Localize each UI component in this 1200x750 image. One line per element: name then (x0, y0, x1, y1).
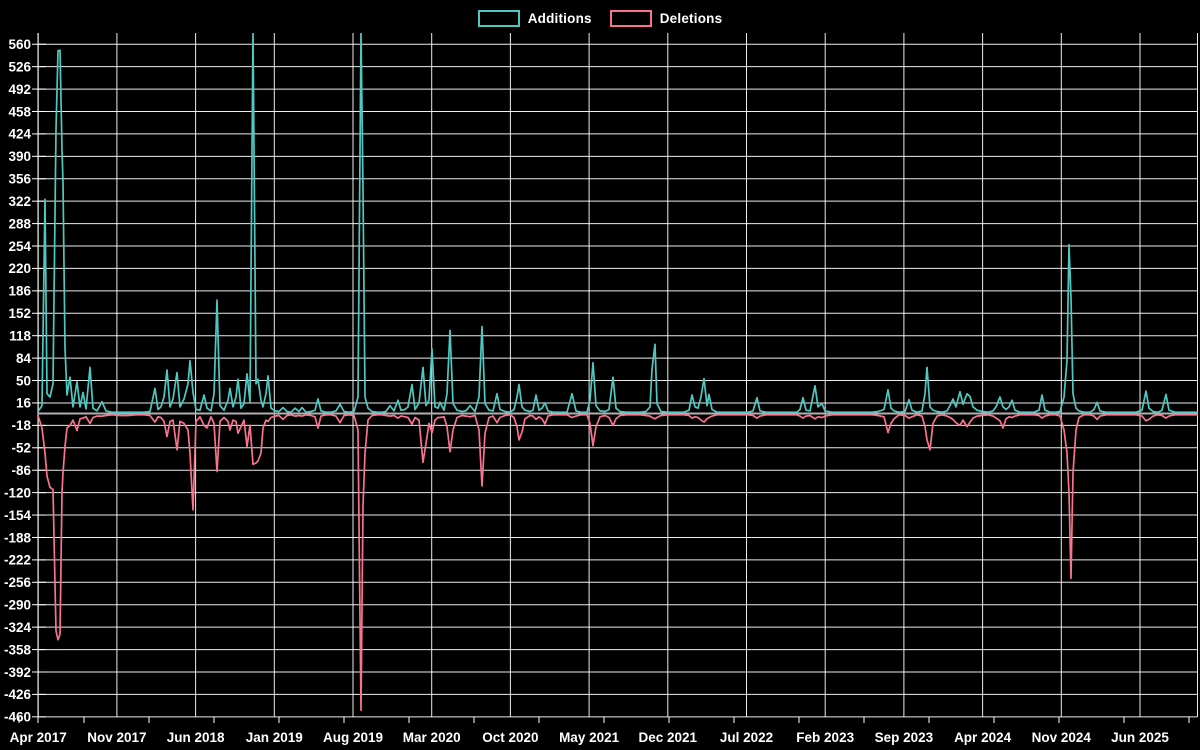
svg-text:-188: -188 (4, 530, 32, 545)
svg-text:May 2021: May 2021 (559, 730, 620, 745)
axes (18, 33, 1190, 723)
legend-label-additions: Additions (527, 10, 592, 26)
legend-item-deletions[interactable]: Deletions (609, 9, 723, 27)
svg-text:-358: -358 (4, 642, 32, 657)
deletions-swatch-icon (609, 9, 652, 27)
svg-text:Feb 2023: Feb 2023 (796, 730, 854, 745)
additions-swatch-icon (477, 9, 520, 27)
svg-text:322: 322 (8, 194, 31, 209)
legend-label-deletions: Deletions (659, 10, 723, 26)
svg-text:Jan 2019: Jan 2019 (246, 730, 303, 745)
deletions-line (38, 413, 1198, 712)
svg-text:Nov 2017: Nov 2017 (87, 730, 146, 745)
legend-item-additions[interactable]: Additions (477, 9, 592, 27)
svg-text:152: 152 (8, 306, 31, 321)
svg-text:Mar 2020: Mar 2020 (403, 730, 461, 745)
svg-text:424: 424 (8, 127, 31, 142)
svg-text:458: 458 (8, 104, 31, 119)
svg-text:186: 186 (8, 284, 31, 299)
svg-text:-86: -86 (11, 463, 31, 478)
svg-text:-426: -426 (4, 687, 32, 702)
svg-text:-256: -256 (4, 575, 32, 590)
svg-text:220: 220 (8, 261, 31, 276)
svg-text:Nov 2024: Nov 2024 (1032, 730, 1092, 745)
svg-text:Dec 2021: Dec 2021 (639, 730, 698, 745)
svg-text:-460: -460 (4, 710, 31, 725)
svg-text:390: 390 (8, 149, 31, 164)
svg-text:288: 288 (8, 216, 31, 231)
gridlines (37, 33, 1198, 718)
chart-legend: Additions Deletions (0, 6, 1200, 30)
svg-text:50: 50 (16, 373, 31, 388)
svg-text:-52: -52 (11, 441, 31, 456)
svg-text:84: 84 (16, 351, 32, 366)
svg-text:Oct 2020: Oct 2020 (482, 730, 538, 745)
svg-text:254: 254 (8, 239, 31, 254)
svg-text:-18: -18 (11, 418, 31, 433)
svg-text:16: 16 (16, 396, 32, 411)
svg-text:526: 526 (8, 59, 31, 74)
svg-text:Jun 2025: Jun 2025 (1111, 730, 1169, 745)
svg-text:Sep 2023: Sep 2023 (875, 730, 934, 745)
svg-text:-222: -222 (4, 553, 31, 568)
svg-text:-392: -392 (4, 665, 31, 680)
y-axis-labels: 560 526 492 458 424 390 356 322 288 254 220 186 152 1… (4, 37, 32, 725)
svg-text:118: 118 (9, 328, 31, 343)
svg-text:-154: -154 (4, 508, 32, 523)
svg-text:560: 560 (8, 37, 31, 52)
svg-text:356: 356 (8, 172, 31, 187)
svg-text:Apr 2017: Apr 2017 (10, 730, 67, 745)
svg-text:Jun 2018: Jun 2018 (167, 730, 225, 745)
svg-text:-120: -120 (4, 485, 31, 500)
additions-line (38, 33, 1198, 414)
svg-text:-290: -290 (4, 598, 31, 613)
svg-text:Aug 2019: Aug 2019 (323, 730, 383, 745)
svg-text:Apr 2024: Apr 2024 (954, 730, 1012, 745)
x-axis-labels: Apr 2017 Nov 2017 Jun 2018 Jan 2019 Aug 2019… (10, 730, 1170, 745)
svg-text:492: 492 (8, 82, 31, 97)
svg-text:Jul 2022: Jul 2022 (720, 730, 773, 745)
svg-text:-324: -324 (4, 620, 32, 635)
